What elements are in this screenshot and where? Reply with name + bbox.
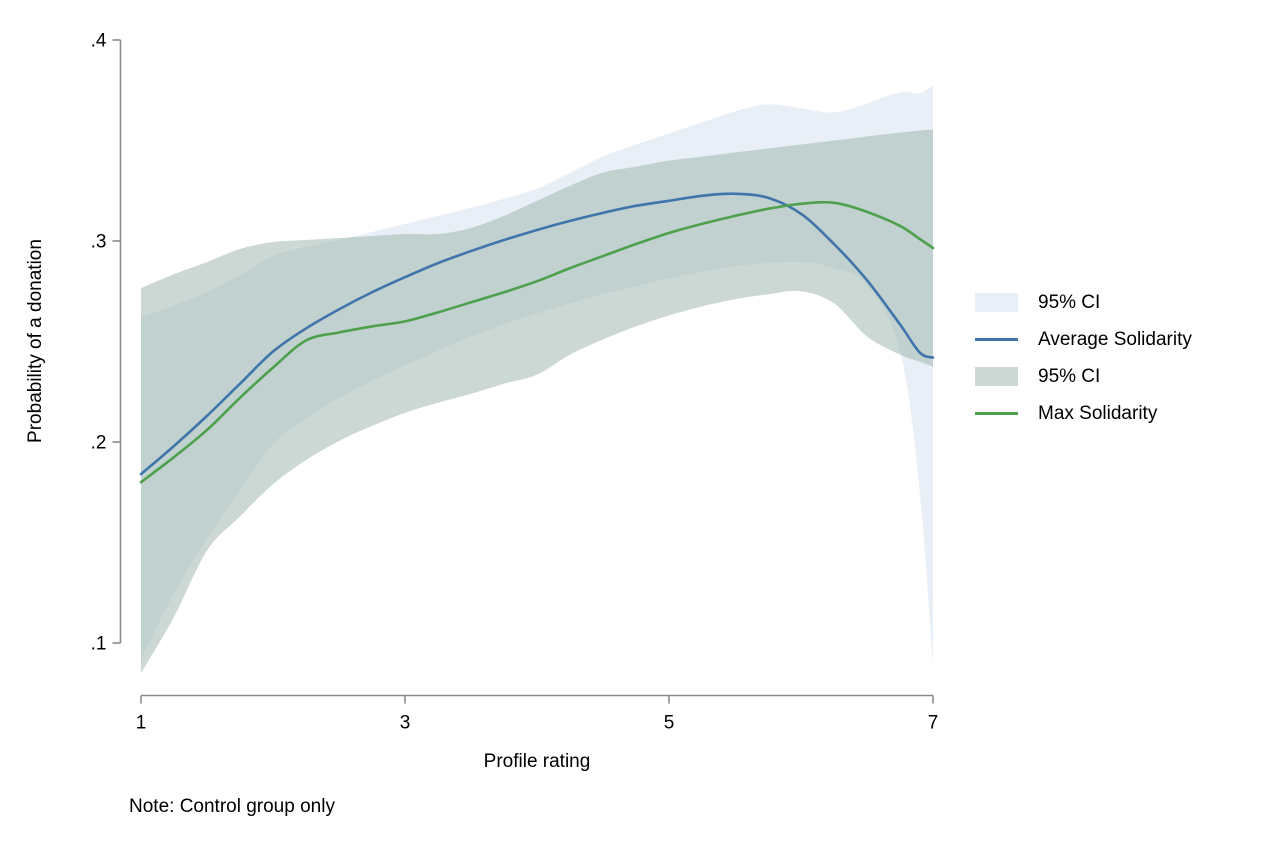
y-tick-label: .2: [91, 433, 107, 454]
note-text: Note: Control group only: [129, 796, 335, 817]
x-tick-label: 3: [400, 713, 411, 734]
x-tick-label: 1: [136, 713, 147, 734]
avg-line-swatch: [975, 338, 1018, 341]
legend-item-avg-line: Average Solidarity: [975, 321, 1192, 358]
average-solidarity-line: [139, 192, 935, 476]
y-tick-label: .4: [91, 31, 107, 52]
y-tick-label: .1: [91, 634, 107, 655]
legend-item-max-line: Max Solidarity: [975, 395, 1192, 432]
max-solidarity-line: [139, 200, 935, 484]
legend-label: 95% CI: [1038, 291, 1101, 313]
y-tick-label: .3: [91, 232, 107, 253]
legend-label: Max Solidarity: [1038, 402, 1158, 424]
y-axis-title: Probability of a donation: [25, 239, 46, 443]
avg-ci-swatch: [975, 293, 1018, 312]
legend-item-max-ci: 95% CI: [975, 358, 1192, 395]
legend-item-avg-ci: 95% CI: [975, 284, 1192, 321]
legend-label: 95% CI: [1038, 365, 1101, 387]
ci-band-max-solidarity: [141, 129, 933, 674]
x-axis-title: Profile rating: [483, 751, 591, 772]
max-line-swatch: [975, 412, 1018, 415]
max-ci-swatch: [975, 367, 1018, 386]
legend: 95% CI Average Solidarity 95% CI Max Sol…: [975, 284, 1192, 432]
x-tick-label: 5: [664, 713, 675, 734]
legend-label: Average Solidarity: [1038, 328, 1192, 350]
x-tick-label: 7: [928, 713, 939, 734]
